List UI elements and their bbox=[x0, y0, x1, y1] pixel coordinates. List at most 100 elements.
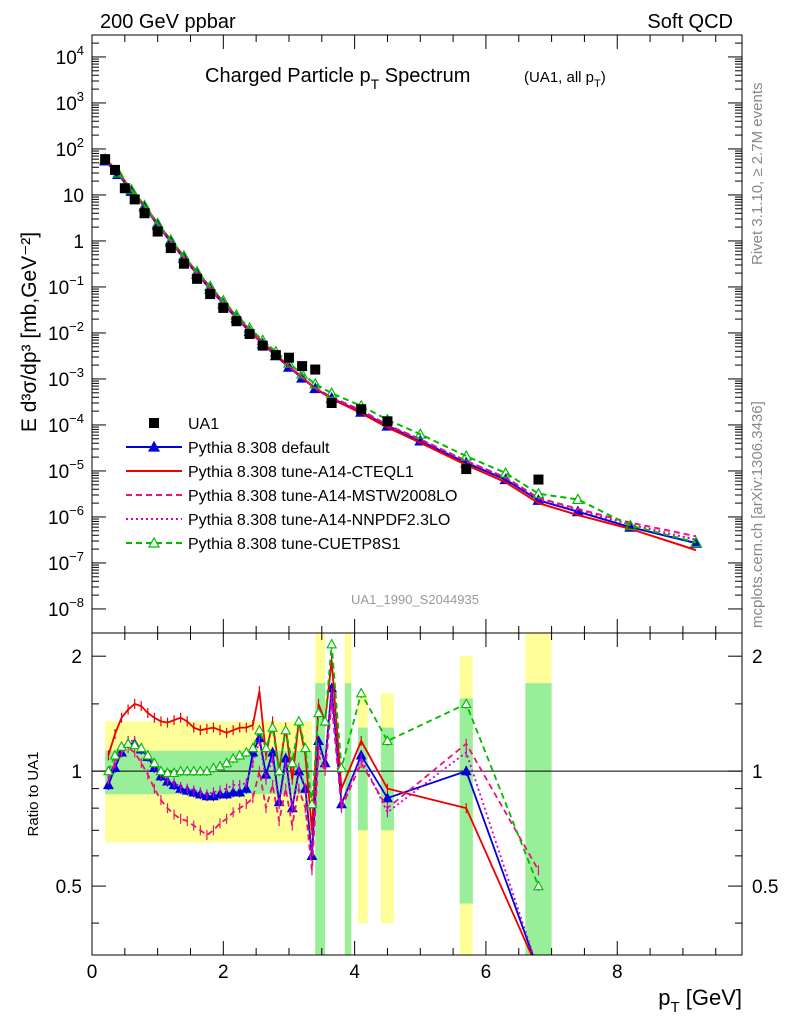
ratio-marker-4 bbox=[129, 739, 141, 750]
ua1-data-point bbox=[533, 474, 544, 485]
ratio-panel: 0.5 0.5 1 1 2 2 0 2 4 6 8 Ratio to UA1 pT [GeV] bbox=[25, 632, 779, 1016]
legend-label-2: Pythia 8.308 tune-A14-MSTW2008LO bbox=[188, 488, 457, 505]
ratio-marker-4 bbox=[175, 765, 187, 776]
header-left: 200 GeV ppbar bbox=[100, 11, 236, 33]
y-tick-label: 10−5 bbox=[48, 457, 84, 483]
legend-marker-4 bbox=[147, 536, 161, 548]
ratio-marker-4 bbox=[267, 721, 278, 732]
ratio-marker-4 bbox=[155, 765, 167, 776]
y-tick-label: 102 bbox=[56, 135, 84, 161]
ua1-data-point bbox=[178, 258, 189, 269]
x-tick-label: 6 bbox=[481, 962, 492, 983]
ratio-y-tick-label-right: 0.5 bbox=[752, 877, 778, 898]
ratio-marker-0 bbox=[460, 765, 472, 776]
x-axis-label: pT [GeV] bbox=[658, 985, 742, 1016]
rivet-label: Rivet 3.1.10, ≥ 2.7M events bbox=[749, 83, 766, 266]
band-stat bbox=[315, 683, 326, 955]
series-line-4 bbox=[104, 158, 697, 544]
legend-marker-ua1 bbox=[149, 418, 159, 428]
band-stat bbox=[344, 683, 352, 955]
series-marker-4 bbox=[282, 356, 295, 368]
series-marker-4 bbox=[460, 449, 473, 461]
legend-marker-0 bbox=[147, 440, 161, 452]
main-ticks bbox=[91, 34, 742, 633]
ratio-marker-4 bbox=[286, 757, 298, 768]
legend-label-0: Pythia 8.308 default bbox=[188, 440, 330, 457]
ratio-series-line-1 bbox=[107, 660, 533, 955]
ratio-marker-4 bbox=[135, 742, 147, 753]
ratio-marker-0 bbox=[227, 786, 239, 797]
ratio-y-tick-label: 0.5 bbox=[56, 877, 82, 898]
ua1-data-point bbox=[326, 398, 337, 408]
series-line-3 bbox=[104, 159, 697, 541]
ratio-marker-4 bbox=[326, 638, 338, 649]
ratio-y-tick-label-right: 2 bbox=[752, 647, 763, 668]
y-tick-label: 103 bbox=[56, 89, 84, 115]
ratio-marker-0 bbox=[382, 792, 393, 803]
ua1-data-point bbox=[205, 289, 216, 300]
ratio-marker-4 bbox=[194, 765, 206, 776]
ratio-frame bbox=[91, 632, 743, 956]
y-tick-label: 10−8 bbox=[48, 595, 84, 621]
y-tick-label: 10−2 bbox=[48, 319, 84, 345]
ua1-data-point bbox=[100, 154, 111, 165]
main-y-tick-labels: 10410310210110−110−210−310−410−510−610−7… bbox=[48, 43, 84, 621]
series-marker-4 bbox=[414, 427, 427, 439]
header-right: Soft QCD bbox=[647, 11, 733, 33]
ratio-marker-4 bbox=[299, 742, 311, 753]
main-data bbox=[99, 152, 703, 552]
ratio-series-line-0 bbox=[107, 688, 534, 955]
mcplots-label: mcplots.cern.ch [arXiv:1306.3436] bbox=[749, 401, 766, 628]
ua1-data-point bbox=[356, 404, 367, 415]
ratio-marker-4 bbox=[102, 765, 114, 776]
band-stat bbox=[459, 698, 473, 904]
plot-title: Charged Particle pT Spectrum bbox=[205, 65, 470, 92]
ratio-marker-4 bbox=[533, 880, 544, 891]
legend-label-ua1: UA1 bbox=[188, 416, 219, 433]
series-marker-4 bbox=[690, 536, 703, 547]
y-tick-label: 10−6 bbox=[48, 503, 84, 529]
ua1-data-point bbox=[297, 361, 308, 372]
y-tick-label: 10−7 bbox=[48, 549, 84, 575]
ratio-marker-4 bbox=[382, 735, 393, 746]
ua1-data-point bbox=[270, 350, 281, 361]
ratio-marker-4 bbox=[142, 749, 154, 760]
ratio-marker-4 bbox=[260, 742, 272, 753]
y-tick-label: 10 bbox=[63, 186, 84, 207]
ratio-marker-4 bbox=[280, 724, 292, 735]
band-stat bbox=[357, 727, 368, 831]
ratio-tick-labels: 0.5 0.5 1 1 2 2 0 2 4 6 8 bbox=[56, 647, 779, 983]
ratio-marker-4 bbox=[221, 757, 233, 768]
ua1-data-point bbox=[310, 364, 321, 375]
y-tick-label: 10−1 bbox=[48, 273, 84, 299]
band-stat bbox=[525, 683, 552, 955]
series-marker-4 bbox=[325, 386, 338, 398]
ua1-data-point bbox=[257, 340, 268, 351]
ua1-data-point bbox=[129, 194, 140, 205]
ua1-data-point bbox=[165, 243, 176, 254]
ratio-marker-4 bbox=[313, 707, 324, 718]
ratio-y-tick-label-right: 1 bbox=[752, 762, 763, 783]
ratio-marker-4 bbox=[148, 757, 160, 768]
ua1-data-point bbox=[283, 352, 294, 363]
ratio-marker-4 bbox=[247, 742, 259, 753]
ratio-marker-4 bbox=[109, 749, 121, 760]
watermark: UA1_1990_S2044935 bbox=[351, 592, 479, 607]
main-y-axis-label: E d³σ/dp³ [mb,GeV⁻²] bbox=[18, 232, 41, 432]
legend-label-1: Pythia 8.308 tune-A14-CTEQL1 bbox=[188, 464, 414, 481]
ratio-marker-4 bbox=[336, 762, 347, 772]
ratio-y-tick-label: 1 bbox=[71, 762, 82, 783]
y-tick-label: 10−4 bbox=[48, 411, 84, 437]
ua1-data-point bbox=[382, 416, 393, 427]
series-marker-4 bbox=[624, 519, 637, 531]
ua1-data-point bbox=[109, 164, 120, 175]
ua1-data-point bbox=[119, 183, 130, 194]
ua1-data-point bbox=[231, 316, 242, 327]
y-tick-label: 104 bbox=[56, 43, 84, 69]
ratio-marker-4 bbox=[253, 724, 265, 735]
ratio-marker-4 bbox=[122, 738, 134, 748]
ratio-y-tick-label: 2 bbox=[71, 647, 82, 668]
ua1-data-point bbox=[218, 302, 229, 313]
ua1-data-point bbox=[192, 273, 203, 284]
